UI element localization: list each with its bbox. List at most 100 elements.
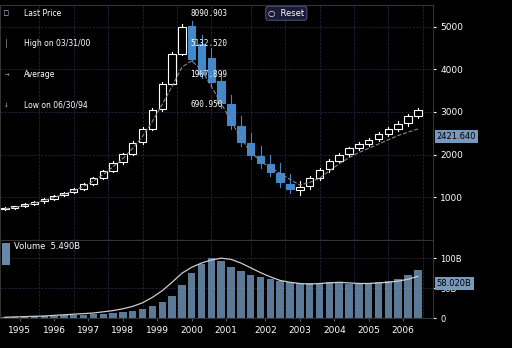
- Bar: [276, 281, 284, 318]
- Bar: [257, 156, 264, 163]
- Bar: [335, 284, 343, 318]
- Bar: [168, 295, 176, 318]
- Bar: [208, 58, 215, 82]
- Bar: [139, 309, 146, 318]
- Bar: [316, 283, 323, 318]
- Bar: [188, 26, 196, 58]
- Bar: [90, 314, 97, 318]
- Bar: [218, 261, 225, 318]
- Bar: [60, 193, 68, 196]
- Bar: [414, 270, 421, 318]
- Text: ↓: ↓: [4, 100, 9, 109]
- Bar: [365, 283, 372, 318]
- Bar: [247, 275, 254, 318]
- Text: □: □: [4, 9, 9, 18]
- Bar: [385, 129, 392, 134]
- Bar: [110, 313, 117, 318]
- Bar: [159, 84, 166, 109]
- Text: 1907.899: 1907.899: [190, 70, 227, 79]
- Bar: [365, 140, 372, 144]
- Bar: [80, 315, 88, 318]
- Bar: [31, 316, 38, 318]
- Bar: [345, 148, 353, 154]
- Bar: [247, 143, 254, 155]
- Bar: [188, 273, 196, 318]
- Bar: [178, 26, 186, 54]
- Text: 2421.640: 2421.640: [437, 132, 476, 141]
- Bar: [267, 279, 274, 318]
- Bar: [237, 126, 245, 142]
- Bar: [355, 144, 362, 148]
- Bar: [139, 129, 146, 142]
- Text: |: |: [4, 39, 9, 48]
- Bar: [129, 311, 137, 318]
- Bar: [70, 315, 77, 318]
- Bar: [11, 317, 18, 318]
- Bar: [119, 312, 126, 318]
- Bar: [227, 267, 235, 318]
- Bar: [50, 316, 58, 318]
- Bar: [375, 134, 382, 139]
- Bar: [306, 178, 313, 186]
- Bar: [286, 184, 294, 189]
- Bar: [286, 282, 294, 318]
- Text: Low on 06/30/94: Low on 06/30/94: [24, 100, 88, 109]
- Bar: [1, 317, 9, 318]
- Text: High on 03/31/00: High on 03/31/00: [24, 39, 90, 48]
- Bar: [355, 284, 362, 318]
- Bar: [394, 124, 402, 129]
- Bar: [40, 199, 48, 201]
- Text: Last Price: Last Price: [24, 9, 61, 18]
- Bar: [394, 279, 402, 318]
- Bar: [40, 316, 48, 318]
- Bar: [70, 189, 77, 192]
- Bar: [227, 104, 235, 125]
- Bar: [11, 206, 18, 208]
- Bar: [159, 302, 166, 318]
- Bar: [198, 44, 205, 73]
- Bar: [99, 314, 107, 318]
- Bar: [148, 306, 156, 318]
- Bar: [326, 282, 333, 318]
- Bar: [267, 164, 274, 172]
- Bar: [110, 163, 117, 171]
- Text: 58.020B: 58.020B: [437, 279, 472, 288]
- Text: →: →: [4, 70, 9, 79]
- Bar: [345, 284, 353, 318]
- Bar: [237, 271, 245, 318]
- Bar: [404, 275, 412, 318]
- Bar: [80, 184, 88, 189]
- Bar: [218, 81, 225, 103]
- Bar: [404, 116, 412, 123]
- Text: Average: Average: [24, 70, 55, 79]
- Bar: [385, 281, 392, 318]
- Bar: [31, 202, 38, 204]
- Bar: [90, 178, 97, 184]
- Bar: [1, 208, 9, 209]
- Bar: [198, 264, 205, 318]
- Bar: [208, 258, 215, 318]
- Bar: [306, 284, 313, 318]
- Bar: [21, 317, 28, 318]
- Bar: [21, 204, 28, 206]
- Bar: [148, 110, 156, 129]
- Bar: [178, 285, 186, 318]
- Bar: [296, 284, 304, 318]
- Bar: [414, 110, 421, 116]
- Bar: [50, 196, 58, 199]
- Text: 8090.903: 8090.903: [190, 9, 227, 18]
- Text: 5132.520: 5132.520: [190, 39, 227, 48]
- Bar: [168, 54, 176, 84]
- Text: ○  Reset: ○ Reset: [268, 9, 304, 18]
- Bar: [296, 187, 304, 190]
- Text: 690.950: 690.950: [190, 100, 223, 109]
- Bar: [119, 154, 126, 163]
- Bar: [375, 282, 382, 318]
- Bar: [99, 171, 107, 178]
- Text: Volume  5.490B: Volume 5.490B: [14, 243, 80, 252]
- Bar: [257, 277, 264, 318]
- Bar: [129, 143, 137, 154]
- Bar: [316, 170, 323, 178]
- Bar: [60, 315, 68, 318]
- Bar: [276, 173, 284, 182]
